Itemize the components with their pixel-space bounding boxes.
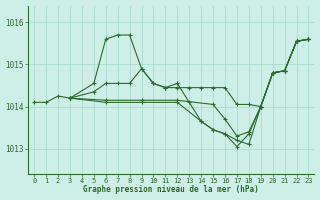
- X-axis label: Graphe pression niveau de la mer (hPa): Graphe pression niveau de la mer (hPa): [84, 185, 259, 194]
